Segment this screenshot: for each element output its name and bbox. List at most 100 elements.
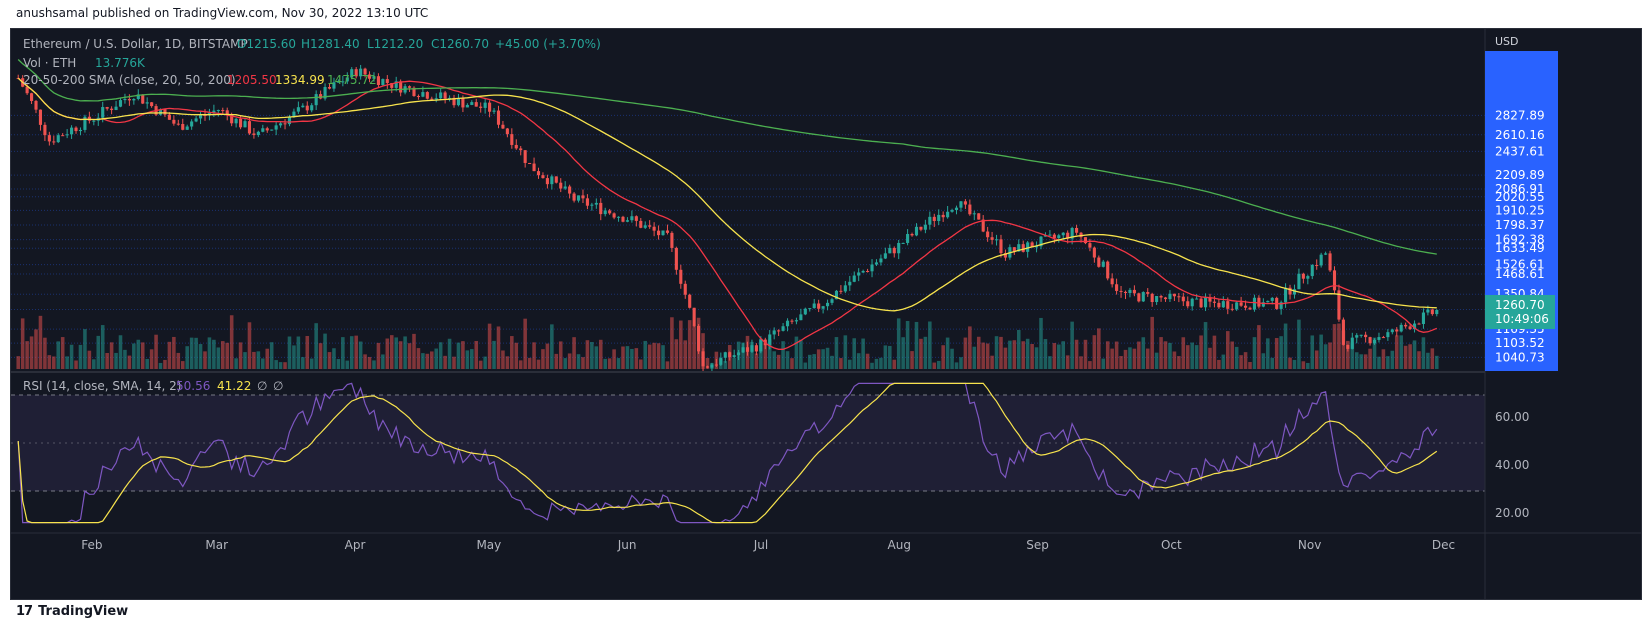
volume-bar <box>621 346 625 369</box>
candle-body <box>866 270 870 272</box>
candle-body <box>754 345 758 352</box>
main-legend[interactable]: Ethereum / U.S. Dollar, 1D, BITSTAMP O12… <box>23 37 601 87</box>
candle-body <box>1141 292 1145 302</box>
candle-body <box>1248 307 1252 310</box>
candle-body <box>394 81 398 88</box>
candle-body <box>568 186 572 194</box>
volume-bar <box>656 343 661 369</box>
high-value: H1281.40 <box>301 37 360 51</box>
candle-body <box>532 163 536 172</box>
time-axis[interactable]: Feb Mar Apr May Jun Jul Aug Sep Oct Nov Dec <box>81 538 1455 552</box>
candle-body <box>1057 235 1061 238</box>
volume-bar <box>1021 341 1025 369</box>
chart-svg[interactable]: USD 2827.892610.162437.612209.892086.912… <box>11 29 1641 599</box>
volume-bar <box>1230 341 1234 369</box>
volume-bar <box>665 361 670 369</box>
time-tick-label: Mar <box>205 538 228 552</box>
candle-body <box>1226 301 1230 309</box>
volume-bar <box>487 323 492 369</box>
volume-bar <box>1323 344 1328 369</box>
candle-body <box>914 226 919 236</box>
volume-bar <box>1083 339 1088 369</box>
symbol-label: Ethereum / U.S. Dollar, 1D, BITSTAMP <box>23 37 248 51</box>
publisher-line: anushsamal published on TradingView.com,… <box>16 6 429 20</box>
candle-body <box>301 105 305 108</box>
volume-bar <box>309 358 314 369</box>
chart-frame[interactable]: USD 2827.89 2610.16 2437.61 2209.89 2086.91 2… <box>10 28 1642 600</box>
volume-bar <box>461 341 465 369</box>
candle-body <box>545 178 549 185</box>
candle-body <box>981 219 985 232</box>
candle-body <box>892 247 896 254</box>
rsi-axis[interactable]: 60.00 40.00 20.00 <box>1495 410 1529 520</box>
candle-body <box>528 162 532 164</box>
candle-body <box>327 87 332 89</box>
volume-bar <box>234 358 238 369</box>
candle-body <box>888 247 892 254</box>
candle-body <box>1421 312 1425 324</box>
volume-bar <box>794 336 799 369</box>
candle-body <box>692 307 696 326</box>
candle-body <box>812 303 816 309</box>
volume-bar <box>1394 335 1399 369</box>
candle-body <box>230 114 234 124</box>
volume-bar <box>1221 354 1226 369</box>
volume-bar <box>1177 356 1181 369</box>
candle-body <box>799 314 803 321</box>
volume-bar <box>180 361 185 369</box>
volume-bar <box>683 340 688 369</box>
volume-bar <box>1137 341 1141 369</box>
candle-body <box>657 230 661 236</box>
volume-bar <box>1283 323 1288 369</box>
volume-bar <box>345 360 350 369</box>
volume-bar <box>376 342 381 369</box>
volume-bar <box>874 358 879 369</box>
volume-bar <box>438 342 443 369</box>
chart-background <box>11 29 1641 599</box>
volume-bar <box>505 356 510 369</box>
candle-body <box>1172 293 1176 297</box>
sma-legend-label: 20-50-200 SMA (close, 20, 50, 200) <box>23 73 236 87</box>
volume-bar <box>1101 358 1106 369</box>
candle-body <box>1257 297 1261 307</box>
candle-body <box>728 352 732 358</box>
volume-bar <box>1065 355 1070 369</box>
volume-bar <box>83 329 87 369</box>
volume-bar <box>1008 340 1012 369</box>
volume-bar <box>1292 359 1297 369</box>
candle-body <box>1310 264 1314 277</box>
volume-bar <box>163 359 167 369</box>
candle-body <box>514 144 518 149</box>
volume-bar <box>536 359 541 369</box>
volume-bar <box>785 351 790 369</box>
candle-body <box>456 98 461 106</box>
candle-body <box>990 237 994 240</box>
candle-body <box>443 92 447 99</box>
candle-body <box>30 93 34 101</box>
volume-bar <box>674 339 679 369</box>
candle-body <box>679 269 683 284</box>
candle-body <box>247 121 252 134</box>
candle-body <box>590 204 594 206</box>
candle-body <box>897 242 901 254</box>
volume-bar <box>1088 361 1092 369</box>
volume-bar <box>1079 356 1083 369</box>
candle-body <box>594 202 598 205</box>
volume-bar <box>692 325 696 369</box>
candle-body <box>581 195 585 199</box>
volume-bar <box>1306 362 1310 369</box>
candle-body <box>1137 293 1141 302</box>
volume-bar <box>687 320 692 369</box>
volume-bar <box>1314 350 1319 369</box>
candle-body <box>1163 297 1168 300</box>
volume-bar <box>261 358 265 369</box>
volume-bar <box>1368 348 1372 369</box>
candle-body <box>101 107 105 118</box>
candle-body <box>332 82 336 89</box>
volume-bar <box>1212 335 1217 369</box>
volume-bar <box>1194 345 1199 369</box>
volume-bar <box>1346 340 1350 369</box>
rsi-legend[interactable]: RSI (14, close, SMA, 14, 2) 50.56 41.22 … <box>23 379 283 393</box>
candle-body <box>265 128 269 131</box>
candle-body <box>110 108 114 111</box>
